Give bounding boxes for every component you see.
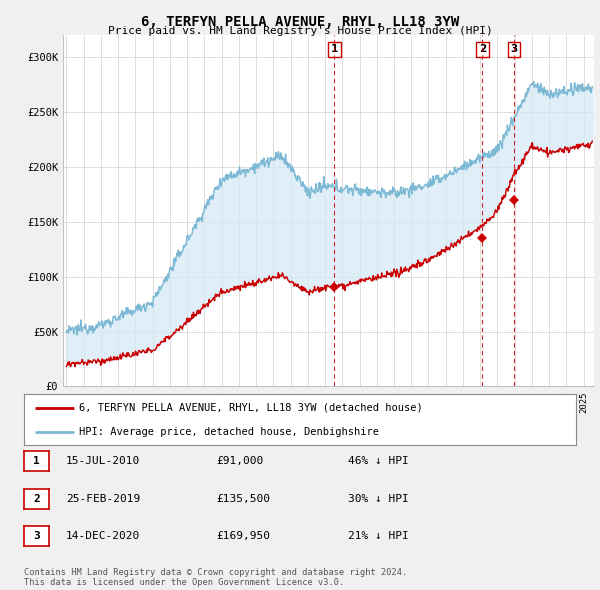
Text: £169,950: £169,950 — [216, 531, 270, 540]
Text: 14-DEC-2020: 14-DEC-2020 — [66, 531, 140, 540]
Text: 2: 2 — [33, 494, 40, 503]
Text: 30% ↓ HPI: 30% ↓ HPI — [348, 494, 409, 503]
Text: £91,000: £91,000 — [216, 457, 263, 466]
Text: 3: 3 — [33, 531, 40, 540]
Text: 2: 2 — [479, 44, 486, 54]
Text: 6, TERFYN PELLA AVENUE, RHYL, LL18 3YW: 6, TERFYN PELLA AVENUE, RHYL, LL18 3YW — [141, 15, 459, 29]
Text: 25-FEB-2019: 25-FEB-2019 — [66, 494, 140, 503]
Text: 15-JUL-2010: 15-JUL-2010 — [66, 457, 140, 466]
Text: 1: 1 — [33, 457, 40, 466]
Text: 1: 1 — [331, 44, 338, 54]
Text: 3: 3 — [511, 44, 518, 54]
Text: 46% ↓ HPI: 46% ↓ HPI — [348, 457, 409, 466]
Text: Contains HM Land Registry data © Crown copyright and database right 2024.
This d: Contains HM Land Registry data © Crown c… — [24, 568, 407, 587]
Text: 21% ↓ HPI: 21% ↓ HPI — [348, 531, 409, 540]
Text: 6, TERFYN PELLA AVENUE, RHYL, LL18 3YW (detached house): 6, TERFYN PELLA AVENUE, RHYL, LL18 3YW (… — [79, 402, 423, 412]
Text: HPI: Average price, detached house, Denbighshire: HPI: Average price, detached house, Denb… — [79, 428, 379, 437]
Text: Price paid vs. HM Land Registry's House Price Index (HPI): Price paid vs. HM Land Registry's House … — [107, 26, 493, 36]
Text: £135,500: £135,500 — [216, 494, 270, 503]
